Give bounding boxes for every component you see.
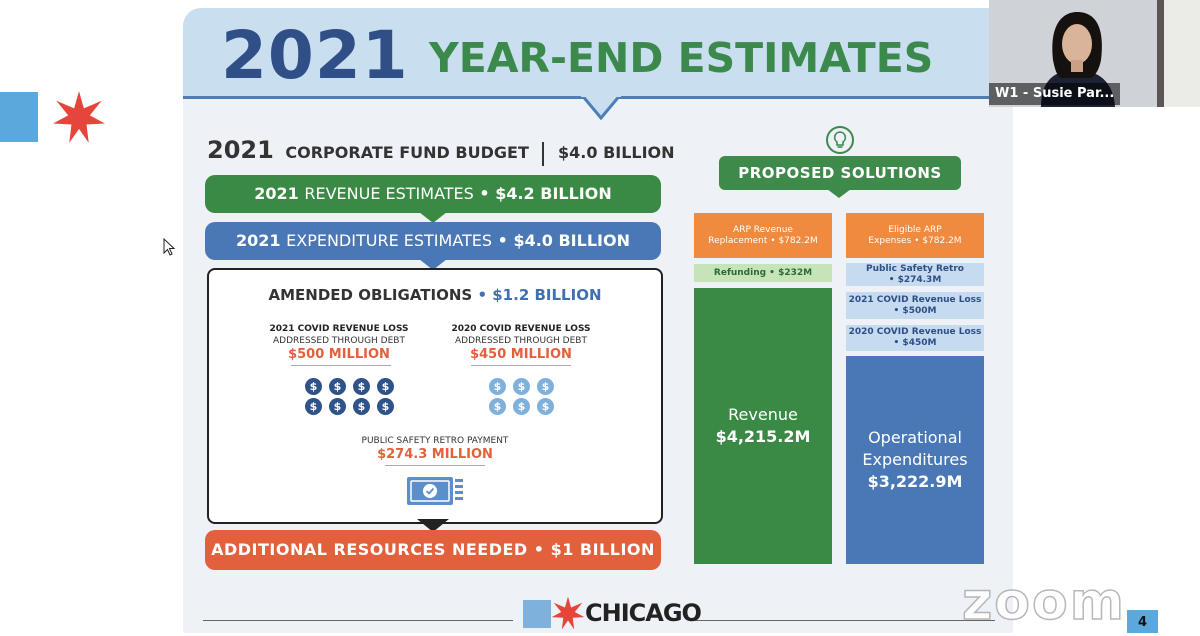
- lightbulb-icon: [826, 126, 854, 154]
- dollar-coin-icon: $: [329, 398, 346, 415]
- zoom-watermark: zoom: [961, 571, 1126, 633]
- refunding-label: Refunding • $232M: [713, 267, 813, 278]
- dollar-coin-icon: $: [537, 398, 554, 415]
- obligations-label: AMENDED OBLIGATIONS: [268, 286, 473, 304]
- obligations-amount: • $1.2 BILLION: [477, 286, 602, 304]
- chicago-flag-stripe: [0, 92, 38, 142]
- title-year: 2021: [221, 17, 409, 94]
- budget-separator: [542, 141, 545, 166]
- participant-video-tile[interactable]: W1 - Susie Par...: [989, 0, 1200, 107]
- refunding-cell: Refunding • $232M: [694, 264, 832, 282]
- title-notch-icon: [581, 94, 621, 120]
- slide-page-number: 4: [1127, 610, 1158, 633]
- dollar-coin-icon: $: [353, 398, 370, 415]
- covid-2020-coins: $ $ $ $ $ $: [489, 378, 561, 418]
- expenditure-band-label: EXPENDITURE ESTIMATES: [286, 231, 493, 250]
- presentation-slide: 2021 YEAR-END ESTIMATES 2021 CORPORATE F…: [183, 8, 1013, 633]
- video-window-light: [1164, 0, 1200, 107]
- revenue-estimates-band: 2021 REVENUE ESTIMATES • $4.2 BILLION: [205, 175, 661, 213]
- retro-payment-label: PUBLIC SAFETY RETRO PAYMENT: [361, 436, 509, 446]
- obligations-title: AMENDED OBLIGATIONS • $1.2 BILLION: [209, 286, 661, 304]
- title-band: [183, 8, 1013, 98]
- dollar-coin-icon: $: [489, 398, 506, 415]
- covid-2020-subheading: ADDRESSED THROUGH DEBT: [455, 336, 587, 346]
- amended-obligations-box: AMENDED OBLIGATIONS • $1.2 BILLION 2021 …: [207, 268, 663, 524]
- covid-2021-subheading: ADDRESSED THROUGH DEBT: [273, 336, 405, 346]
- expenditure-chevron-icon: [419, 259, 447, 270]
- dollar-coin-icon: $: [377, 398, 394, 415]
- retro-divider: [385, 465, 485, 466]
- budget-label: CORPORATE FUND BUDGET: [285, 143, 529, 162]
- covid-2020-cell: 2020 COVID Revenue Loss • $450M: [846, 325, 984, 351]
- operational-label-line2: Expenditures: [862, 450, 968, 469]
- check-payment-icon: [407, 477, 463, 505]
- arp-revenue-line2: Replacement • $782.2M: [708, 235, 818, 246]
- title-heading: YEAR-END ESTIMATES: [429, 34, 934, 82]
- revenue-band-year: 2021: [254, 184, 299, 203]
- arp-revenue-line1: ARP Revenue: [733, 224, 793, 235]
- retro-payment-amount: $274.3 MILLION: [377, 447, 493, 462]
- public-safety-retro-line2: • $274.3M: [888, 274, 942, 285]
- covid-2021-coins: $ $ $ $ $ $ $ $: [305, 378, 401, 418]
- dollar-coin-icon: $: [353, 378, 370, 395]
- expenditure-band-year: 2021: [236, 231, 281, 250]
- mouse-cursor-icon: [163, 238, 176, 256]
- revenue-band-amount: • $4.2 BILLION: [479, 184, 612, 203]
- solutions-chevron-icon: [827, 189, 851, 198]
- dollar-coin-icon: $: [377, 378, 394, 395]
- covid-2020-heading: 2020 COVID REVENUE LOSS: [451, 324, 591, 334]
- public-safety-retro-cell: Public Safety Retro • $274.3M: [846, 263, 984, 286]
- dollar-coin-icon: $: [329, 378, 346, 395]
- revenue-band-label: REVENUE ESTIMATES: [304, 184, 474, 203]
- obligations-chevron-icon: [417, 519, 449, 532]
- chicago-star-icon: [53, 91, 105, 143]
- operational-expenditures-column: Operational Expenditures $3,222.9M: [846, 356, 984, 564]
- dollar-coin-icon: $: [305, 378, 322, 395]
- dollar-coin-icon: $: [305, 398, 322, 415]
- operational-amount: $3,222.9M: [867, 472, 963, 491]
- covid-2020-cell-line1: 2020 COVID Revenue Loss: [848, 327, 982, 337]
- operational-label-line1: Operational: [868, 428, 962, 447]
- revenue-label: Revenue: [728, 405, 798, 424]
- footer-divider-left: [203, 620, 513, 621]
- corporate-fund-budget: 2021 CORPORATE FUND BUDGET $4.0 BILLION: [207, 136, 675, 167]
- expenditure-estimates-band: 2021 EXPENDITURE ESTIMATES • $4.0 BILLIO…: [205, 222, 661, 260]
- budget-amount: $4.0 BILLION: [558, 143, 675, 162]
- eligible-arp-line1: Eligible ARP: [888, 224, 942, 235]
- chicago-star-icon: [551, 596, 585, 630]
- public-safety-retro-line1: Public Safety Retro: [866, 263, 964, 274]
- covid-2020-divider: [471, 365, 571, 366]
- dollar-coin-icon: $: [537, 378, 554, 395]
- expenditure-band-amount: • $4.0 BILLION: [497, 231, 630, 250]
- covid-2021-heading: 2021 COVID REVENUE LOSS: [269, 324, 409, 334]
- dollar-coin-icon: $: [513, 378, 530, 395]
- revenue-amount: $4,215.2M: [715, 427, 811, 446]
- budget-year: 2021: [207, 136, 274, 164]
- chicago-logo-stripe: [523, 600, 551, 628]
- additional-resources-band: ADDITIONAL RESOURCES NEEDED • $1 BILLION: [205, 530, 661, 570]
- revenue-column: Revenue $4,215.2M: [694, 288, 832, 564]
- eligible-arp-line2: Expenses • $782.2M: [868, 235, 962, 246]
- dollar-coin-icon: $: [489, 378, 506, 395]
- dollar-coin-icon: $: [513, 398, 530, 415]
- chicago-logo-text: CHICAGO: [585, 599, 702, 627]
- eligible-arp-expenses: Eligible ARP Expenses • $782.2M: [846, 213, 984, 258]
- footer-divider-right: [695, 620, 995, 621]
- video-window-frame: [1157, 0, 1164, 107]
- covid-2021-cell-line2: • $500M: [893, 305, 937, 316]
- revenue-chevron-icon: [419, 212, 447, 223]
- participant-name-label: W1 - Susie Par...: [989, 83, 1121, 105]
- covid-2021-cell-line1: 2021 COVID Revenue Loss: [848, 294, 982, 305]
- proposed-solutions-label: PROPOSED SOLUTIONS: [719, 156, 961, 190]
- covid-2020-amount: $450 MILLION: [470, 347, 572, 362]
- arp-revenue-replacement: ARP Revenue Replacement • $782.2M: [694, 213, 832, 258]
- covid-2021-divider: [291, 365, 391, 366]
- covid-2021-cell: 2021 COVID Revenue Loss • $500M: [846, 292, 984, 319]
- covid-2021-amount: $500 MILLION: [288, 347, 390, 362]
- covid-2020-cell-line2: • $450M: [893, 338, 937, 348]
